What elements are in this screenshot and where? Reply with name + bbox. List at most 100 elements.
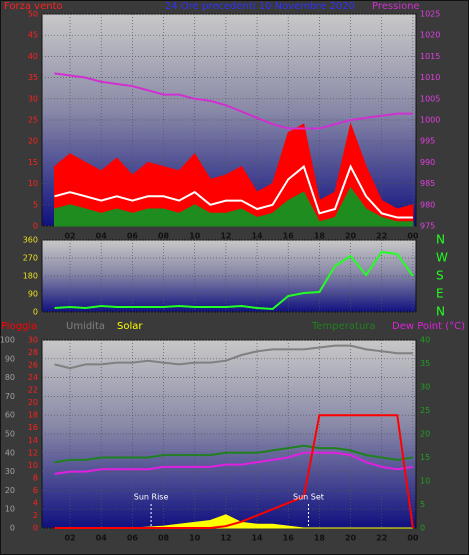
x-tick-label: 22 bbox=[376, 232, 387, 241]
y-tick-label: 40 bbox=[28, 52, 38, 61]
legend-label: Temperatura bbox=[311, 321, 376, 332]
x-tick-label: 22 bbox=[376, 534, 387, 543]
y3-tick-label: 12 bbox=[28, 448, 38, 457]
y3-tick-label: 0 bbox=[33, 524, 38, 533]
series-line bbox=[54, 444, 414, 464]
x-tick-label: 16 bbox=[283, 534, 295, 543]
y-tick-label: 90 bbox=[28, 290, 38, 299]
y3-tick-label: 2 bbox=[33, 511, 38, 520]
y2-tick-label: 15 bbox=[420, 453, 430, 462]
x-tick-label: 10 bbox=[189, 534, 201, 543]
y2-tick-label: N bbox=[436, 305, 445, 319]
y2-tick-label: 10 bbox=[420, 477, 430, 486]
annotation: Sun Set bbox=[293, 493, 324, 502]
y2-tick-label: E bbox=[436, 287, 444, 301]
y2-tick-label: 1015 bbox=[420, 52, 440, 61]
y-tick-label: 35 bbox=[28, 73, 38, 82]
y-tick-label: 10 bbox=[5, 505, 15, 514]
y3-tick-label: 8 bbox=[33, 473, 38, 482]
y2-tick-label: 980 bbox=[420, 200, 435, 209]
chart-title: 24 Ore precedenti 10 Novembre 2020 bbox=[165, 1, 355, 12]
y-tick-label: 80 bbox=[5, 373, 15, 382]
y-tick-label: 40 bbox=[5, 448, 15, 457]
y2-tick-label: 0 bbox=[420, 524, 425, 533]
y3-tick-label: 24 bbox=[28, 373, 38, 382]
series-area bbox=[54, 186, 414, 227]
y3-tick-label: 28 bbox=[28, 348, 38, 357]
series-line bbox=[54, 164, 413, 219]
x-tick-label: 14 bbox=[251, 232, 263, 241]
y2-tick-label: 1005 bbox=[420, 94, 440, 103]
x-tick-label: 16 bbox=[283, 232, 295, 241]
legend-label: Dew Point (°C) bbox=[392, 321, 465, 332]
y-tick-label: 180 bbox=[23, 272, 38, 281]
y2-tick-label: 990 bbox=[420, 158, 435, 167]
y-tick-label: 270 bbox=[23, 254, 38, 263]
legend-label: Pioggia bbox=[1, 321, 37, 332]
x-tick-label: 04 bbox=[96, 534, 108, 543]
y-tick-label: 0 bbox=[10, 524, 15, 533]
x-tick-label: 18 bbox=[314, 232, 326, 241]
x-tick-label: 00 bbox=[407, 232, 419, 241]
x-tick-label: 12 bbox=[220, 534, 231, 543]
x-tick-label: 08 bbox=[158, 534, 170, 543]
legend-label: Pressione bbox=[372, 1, 420, 12]
y3-tick-label: 10 bbox=[28, 461, 38, 470]
y2-tick-label: 1000 bbox=[420, 116, 440, 125]
y-tick-label: 50 bbox=[28, 10, 38, 19]
y3-tick-label: 6 bbox=[33, 486, 38, 495]
x-tick-label: 12 bbox=[220, 232, 231, 241]
y-tick-label: 25 bbox=[28, 116, 38, 125]
x-tick-label: 20 bbox=[345, 232, 357, 241]
y-tick-label: 45 bbox=[28, 31, 38, 40]
y3-tick-label: 4 bbox=[33, 498, 38, 507]
y2-tick-label: 35 bbox=[420, 359, 430, 368]
x-tick-label: 00 bbox=[407, 534, 419, 543]
y-tick-label: 360 bbox=[23, 236, 38, 245]
y2-tick-label: 30 bbox=[420, 383, 430, 392]
legend-label: Solar bbox=[117, 321, 143, 332]
x-tick-label: 04 bbox=[96, 232, 108, 241]
x-tick-label: 10 bbox=[189, 232, 201, 241]
y3-tick-label: 26 bbox=[28, 361, 38, 370]
y2-tick-label: N bbox=[436, 233, 445, 247]
y2-tick-label: 1010 bbox=[420, 73, 440, 82]
y2-tick-label: 1025 bbox=[420, 10, 440, 19]
x-tick-label: 06 bbox=[127, 232, 139, 241]
y2-tick-label: 5 bbox=[420, 500, 425, 509]
y3-tick-label: 20 bbox=[28, 398, 38, 407]
y-tick-label: 15 bbox=[28, 158, 38, 167]
y2-tick-label: 985 bbox=[420, 179, 435, 188]
series-line bbox=[54, 72, 413, 130]
series-line bbox=[54, 344, 413, 370]
y-tick-label: 0 bbox=[33, 222, 38, 231]
y2-tick-label: 995 bbox=[420, 137, 435, 146]
y2-tick-label: 1020 bbox=[420, 31, 440, 40]
y-tick-label: 60 bbox=[5, 411, 15, 420]
y3-tick-label: 30 bbox=[28, 336, 38, 345]
y-tick-label: 20 bbox=[5, 486, 15, 495]
y-tick-label: 0 bbox=[33, 308, 38, 317]
x-tick-label: 20 bbox=[345, 534, 357, 543]
y-axis-label: Forza vento bbox=[4, 1, 63, 12]
x-tick-label: 02 bbox=[64, 534, 75, 543]
series-area bbox=[54, 122, 414, 227]
y-tick-label: 20 bbox=[28, 137, 38, 146]
y2-tick-label: 20 bbox=[420, 430, 430, 439]
y-tick-label: 100 bbox=[0, 336, 15, 345]
series-line bbox=[54, 414, 414, 529]
y2-tick-label: 40 bbox=[420, 336, 430, 345]
y-tick-label: 10 bbox=[28, 179, 38, 188]
y2-tick-label: 25 bbox=[420, 406, 430, 415]
x-tick-label: 08 bbox=[158, 232, 170, 241]
y-tick-label: 30 bbox=[28, 94, 38, 103]
series-line bbox=[54, 451, 414, 475]
y-tick-label: 90 bbox=[5, 354, 15, 363]
y2-tick-label: W bbox=[436, 251, 448, 265]
y2-tick-label: 975 bbox=[420, 222, 435, 231]
y-tick-label: 5 bbox=[33, 200, 38, 209]
y3-tick-label: 22 bbox=[28, 386, 38, 395]
y3-tick-label: 16 bbox=[28, 423, 38, 432]
x-tick-label: 14 bbox=[251, 534, 263, 543]
